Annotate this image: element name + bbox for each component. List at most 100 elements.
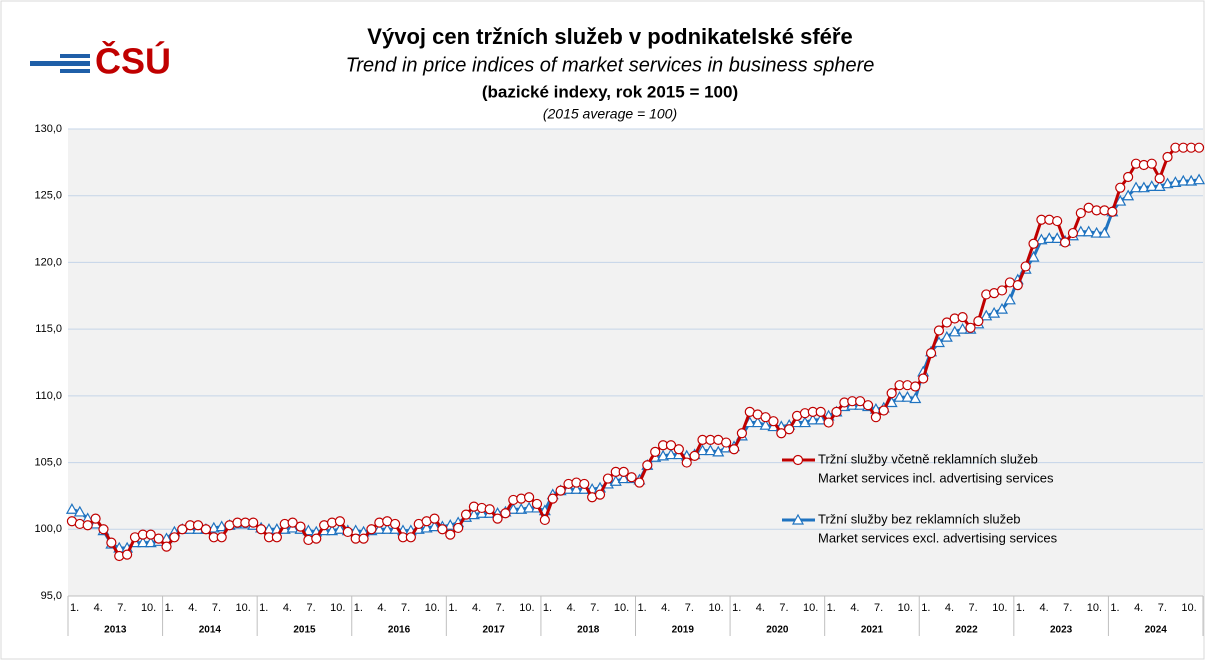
- point: [910, 381, 921, 392]
- point: [65, 503, 78, 514]
- point: [673, 444, 684, 455]
- point: [995, 302, 1009, 314]
- x-tick-label: 7.: [685, 602, 694, 614]
- x-tick-label: 10.: [519, 602, 534, 614]
- x-tick-label: 10.: [425, 602, 440, 614]
- point: [1035, 233, 1048, 245]
- point: [287, 517, 298, 528]
- point: [657, 449, 670, 461]
- point: [467, 508, 480, 520]
- x-tick-label: 4.: [188, 602, 197, 614]
- point: [1169, 176, 1182, 187]
- point: [98, 524, 109, 535]
- point: [271, 532, 282, 543]
- x-tick-label: 7.: [306, 602, 315, 614]
- point: [453, 522, 464, 534]
- point: [437, 524, 448, 535]
- y-tick-label: 115,0: [35, 323, 62, 335]
- point: [192, 520, 204, 531]
- point: [878, 405, 889, 416]
- point: [161, 541, 172, 552]
- point: [523, 501, 536, 513]
- point: [144, 536, 157, 548]
- point: [806, 413, 819, 425]
- point: [870, 412, 881, 423]
- point: [862, 400, 874, 411]
- point: [1122, 189, 1135, 201]
- x-tick-label: 4.: [1134, 602, 1143, 614]
- point: [909, 392, 922, 404]
- x-tick-label: 4.: [945, 602, 954, 614]
- x-tick-label: 7.: [496, 602, 505, 614]
- point: [1162, 151, 1173, 163]
- point: [1082, 225, 1095, 237]
- point: [736, 428, 748, 439]
- legend-label: Tržní služby včetně reklamních služeb: [818, 451, 1038, 466]
- point: [1067, 227, 1079, 239]
- point: [1051, 232, 1064, 244]
- point: [1027, 250, 1040, 262]
- point: [996, 285, 1008, 296]
- x-tick-label: 1.: [1110, 602, 1119, 614]
- point: [776, 428, 787, 439]
- point: [893, 390, 906, 402]
- point: [1193, 173, 1205, 185]
- point: [1145, 180, 1158, 191]
- point: [1154, 173, 1165, 184]
- point: [696, 444, 709, 456]
- point: [965, 322, 976, 333]
- x-tick-label: 10.: [141, 602, 156, 614]
- x-tick-label: 7.: [212, 602, 221, 614]
- point: [784, 424, 795, 435]
- logo-stripes: [30, 54, 90, 73]
- point: [957, 312, 968, 323]
- point: [570, 483, 583, 494]
- x-tick-label: 1.: [70, 602, 79, 614]
- x-tick-label: 10.: [1087, 602, 1102, 614]
- x-tick-label: 10.: [992, 602, 1007, 614]
- x-tick-label: 10.: [1181, 602, 1196, 614]
- point: [941, 317, 952, 328]
- point: [617, 472, 630, 484]
- x-tick-label: 1.: [921, 602, 930, 614]
- y-tick-label: 100,0: [34, 523, 62, 535]
- point: [90, 513, 101, 524]
- year-label: 2021: [861, 625, 884, 636]
- point: [539, 514, 550, 526]
- point: [940, 330, 953, 342]
- point: [484, 504, 495, 515]
- point: [1043, 232, 1056, 244]
- point: [405, 532, 416, 543]
- plot-area: [68, 129, 1203, 596]
- point: [721, 437, 732, 448]
- point: [200, 524, 212, 535]
- year-label: 2020: [766, 625, 789, 636]
- point: [1114, 194, 1127, 206]
- point: [1075, 207, 1086, 219]
- point: [547, 493, 558, 504]
- x-tick-label: 4.: [377, 602, 386, 614]
- point: [665, 440, 677, 451]
- point: [122, 549, 133, 560]
- x-tick-label: 7.: [401, 602, 410, 614]
- logo: ČSÚ: [95, 40, 171, 82]
- point: [302, 524, 315, 536]
- year-label: 2017: [483, 625, 506, 636]
- point: [429, 513, 440, 524]
- point: [791, 513, 805, 525]
- point: [1185, 174, 1198, 186]
- x-tick-label: 1.: [448, 602, 457, 614]
- y-tick-label: 105,0: [34, 456, 62, 468]
- point: [901, 390, 914, 402]
- point: [1107, 206, 1118, 217]
- point: [445, 529, 456, 540]
- point: [918, 373, 929, 384]
- point: [886, 388, 897, 399]
- point: [460, 509, 472, 520]
- y-tick-label: 120,0: [34, 256, 62, 268]
- chart-note: (2015 average = 100): [543, 106, 677, 122]
- point: [728, 444, 740, 455]
- point: [428, 520, 441, 532]
- x-tick-label: 7.: [117, 602, 126, 614]
